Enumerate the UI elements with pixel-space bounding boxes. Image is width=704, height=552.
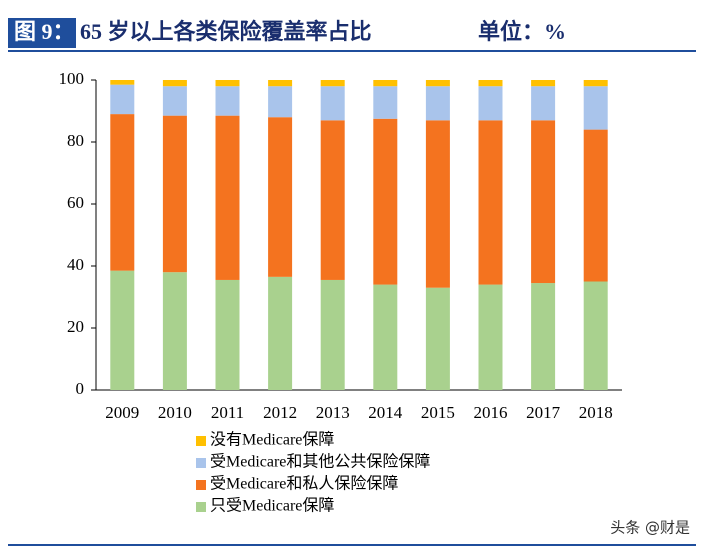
- bar-segment: [162, 86, 187, 116]
- bar-segment: [110, 114, 135, 271]
- bar-segment: [583, 281, 608, 390]
- bar-segment: [162, 80, 187, 87]
- bar-segment: [268, 276, 293, 390]
- bar-segment: [320, 120, 345, 280]
- bar-segment: [583, 86, 608, 130]
- watermark: 头条 @财是: [610, 519, 690, 537]
- bar-segment: [425, 120, 450, 288]
- y-tick-label: 20: [67, 317, 84, 336]
- y-tick-label: 100: [59, 69, 85, 88]
- unit-label: 单位：%: [478, 19, 566, 44]
- bar-segment: [110, 270, 135, 390]
- bar-segment: [162, 115, 187, 273]
- x-tick-label: 2010: [158, 403, 192, 422]
- legend-label: 没有Medicare保障: [210, 431, 334, 449]
- figure-label: 图 9：: [14, 19, 75, 44]
- y-tick-label: 80: [67, 131, 84, 150]
- x-tick-label: 2013: [316, 403, 350, 422]
- legend-swatch: [196, 436, 206, 446]
- bar-segment: [320, 80, 345, 87]
- legend-label: 只受Medicare保障: [210, 497, 334, 515]
- legend-swatch: [196, 480, 206, 490]
- legend-swatch: [196, 502, 206, 512]
- bar-segment: [215, 115, 240, 280]
- x-tick-label: 2016: [474, 403, 508, 422]
- bar-segment: [110, 80, 135, 85]
- bar-segment: [425, 80, 450, 87]
- bar-segment: [320, 279, 345, 390]
- x-tick-label: 2009: [105, 403, 139, 422]
- bar-segment: [583, 129, 608, 282]
- bar-segment: [478, 86, 503, 121]
- bar-segment: [268, 86, 293, 118]
- chart-title: 65 岁以上各类保险覆盖率占比: [80, 19, 372, 44]
- bar-segment: [478, 80, 503, 87]
- bar-segment: [373, 80, 398, 87]
- legend-label: 受Medicare和私人保险保障: [210, 475, 398, 493]
- bar-segment: [215, 86, 240, 116]
- figure-label-box: [8, 18, 76, 48]
- bar-segment: [531, 283, 556, 390]
- x-tick-label: 2011: [211, 403, 244, 422]
- bar-segment: [531, 86, 556, 121]
- bar-segment: [425, 86, 450, 121]
- y-tick-label: 60: [67, 193, 84, 212]
- x-tick-label: 2014: [368, 403, 403, 422]
- bar-segment: [110, 84, 135, 115]
- bar-segment: [320, 86, 345, 121]
- bar-segment: [373, 284, 398, 390]
- bar-segment: [373, 86, 398, 119]
- bar-segment: [162, 272, 187, 390]
- x-tick-label: 2017: [526, 403, 561, 422]
- bar-segment: [268, 117, 293, 277]
- bar-segment: [215, 80, 240, 87]
- bar-segment: [583, 80, 608, 87]
- bar-segment: [478, 284, 503, 390]
- bar-segment: [531, 80, 556, 87]
- bar-segment: [268, 80, 293, 87]
- bar-segment: [425, 287, 450, 390]
- bar-segment: [531, 120, 556, 284]
- x-tick-label: 2015: [421, 403, 455, 422]
- legend-label: 受Medicare和其他公共保险保障: [210, 453, 430, 471]
- y-tick-label: 40: [67, 255, 84, 274]
- legend-swatch: [196, 458, 206, 468]
- x-tick-label: 2012: [263, 403, 297, 422]
- bar-segment: [373, 118, 398, 285]
- y-tick-label: 0: [76, 379, 85, 398]
- bar-segment: [215, 279, 240, 390]
- x-tick-label: 2018: [579, 403, 613, 422]
- bar-segment: [478, 120, 503, 285]
